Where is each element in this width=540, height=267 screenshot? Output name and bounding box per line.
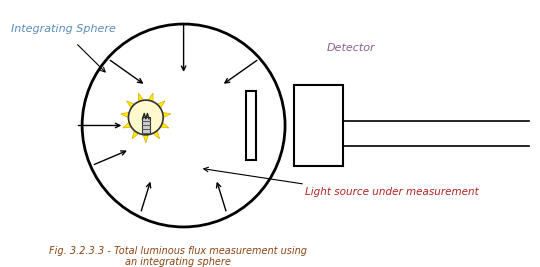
Text: Fig. 3.2.3.3 - Total luminous flux measurement using
an integrating sphere: Fig. 3.2.3.3 - Total luminous flux measu… <box>49 246 307 267</box>
Bar <box>142 117 150 134</box>
Bar <box>246 91 256 160</box>
Ellipse shape <box>129 100 163 135</box>
Text: Detector: Detector <box>327 43 375 53</box>
Text: Integrating Sphere: Integrating Sphere <box>11 24 116 34</box>
Polygon shape <box>121 93 171 143</box>
Ellipse shape <box>82 24 285 227</box>
Bar <box>294 85 343 166</box>
Text: Light source under measurement: Light source under measurement <box>305 187 479 197</box>
